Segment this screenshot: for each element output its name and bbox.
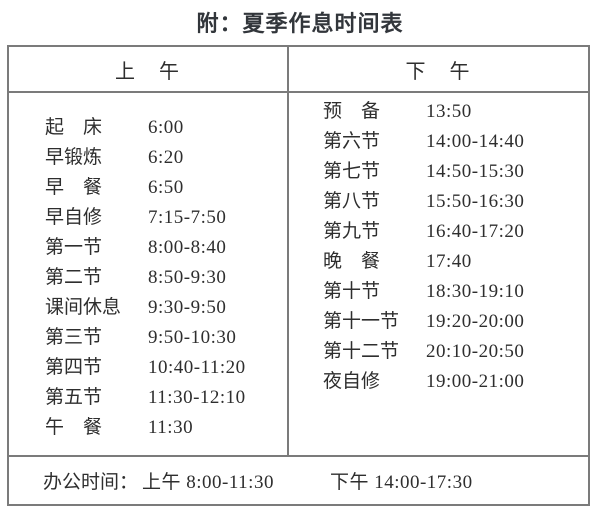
activity-time: 15:50-16:30 xyxy=(426,191,525,212)
activity-time: 14:00-14:40 xyxy=(426,131,525,152)
activity-label: 第六节 xyxy=(323,131,381,152)
afternoon-column: 预 备 13:50 第六节 14:00-14:40 第七节 14:50-15:30 第… xyxy=(289,93,588,455)
table-row: 早自修 7:15-7:50 xyxy=(45,203,287,233)
header-afternoon: 下 午 xyxy=(289,47,588,93)
table-row: 午 餐 11:30 xyxy=(45,413,287,443)
office-hours-row: 办公时间： 上午 8:00-11:30 下午 14:00-17:30 xyxy=(9,455,588,504)
activity-time: 8:00-8:40 xyxy=(148,237,227,258)
activity-label: 第四节 xyxy=(45,357,103,378)
activity-label: 早自修 xyxy=(45,207,103,228)
table-row: 第二节 8:50-9:30 xyxy=(45,263,287,293)
table-row: 第十一节 19:20-20:00 xyxy=(323,307,588,337)
activity-time: 7:15-7:50 xyxy=(148,207,227,228)
activity-label: 夜自修 xyxy=(323,371,381,392)
activity-label: 第八节 xyxy=(323,191,381,212)
activity-label: 第十一节 xyxy=(323,311,400,332)
activity-label: 早锻炼 xyxy=(45,147,103,168)
office-hours-morning: 上午 8:00-11:30 xyxy=(142,472,274,493)
table-row: 第十二节 20:10-20:50 xyxy=(323,337,588,367)
activity-label: 早 餐 xyxy=(45,177,103,198)
table-row: 第一节 8:00-8:40 xyxy=(45,233,287,263)
activity-label: 起 床 xyxy=(45,117,103,138)
table-row: 第八节 15:50-16:30 xyxy=(323,187,588,217)
activity-label: 第五节 xyxy=(45,387,103,408)
table-row: 第三节 9:50-10:30 xyxy=(45,323,287,353)
table-row: 第九节 16:40-17:20 xyxy=(323,217,588,247)
activity-time: 9:30-9:50 xyxy=(148,297,227,318)
table-row: 第十节 18:30-19:10 xyxy=(323,277,588,307)
activity-time: 6:20 xyxy=(148,147,184,168)
activity-label: 第九节 xyxy=(323,221,381,242)
activity-time: 6:00 xyxy=(148,117,184,138)
activity-label: 预 备 xyxy=(323,101,381,122)
office-hours-label: 办公时间： xyxy=(43,472,139,493)
activity-time: 8:50-9:30 xyxy=(148,267,227,288)
activity-label: 第十节 xyxy=(323,281,381,302)
table-row: 第七节 14:50-15:30 xyxy=(323,157,588,187)
activity-time: 18:30-19:10 xyxy=(426,281,525,302)
activity-time: 13:50 xyxy=(426,101,472,122)
activity-label: 晚 餐 xyxy=(323,251,381,272)
activity-time: 19:20-20:00 xyxy=(426,311,525,332)
activity-label: 课间休息 xyxy=(45,297,122,318)
table-row: 第四节 10:40-11:20 xyxy=(45,353,287,383)
activity-label: 第十二节 xyxy=(323,341,400,362)
table-row: 晚 餐 17:40 xyxy=(323,247,588,277)
activity-time: 19:00-21:00 xyxy=(426,371,525,392)
office-hours-afternoon: 下午 14:00-17:30 xyxy=(329,472,473,493)
activity-label: 午 餐 xyxy=(45,417,103,438)
activity-label: 第一节 xyxy=(45,237,103,258)
activity-label: 第三节 xyxy=(45,327,103,348)
table-row: 夜自修 19:00-21:00 xyxy=(323,367,588,397)
table-row: 起 床 6:00 xyxy=(45,113,287,143)
table-row: 早 餐 6:50 xyxy=(45,173,287,203)
activity-time: 16:40-17:20 xyxy=(426,221,525,242)
page-title: 附：夏季作息时间表 xyxy=(196,11,404,36)
activity-time: 14:50-15:30 xyxy=(426,161,525,182)
activity-label: 第七节 xyxy=(323,161,381,182)
schedule-table: 上 午 下 午 起 床 6:00 早锻炼 6:20 早 餐 6:50 早自修 7:15-… xyxy=(7,45,590,506)
activity-time: 11:30-12:10 xyxy=(148,387,246,408)
activity-time: 20:10-20:50 xyxy=(426,341,525,362)
table-row: 课间休息 9:30-9:50 xyxy=(45,293,287,323)
table-row: 第五节 11:30-12:10 xyxy=(45,383,287,413)
table-row: 第六节 14:00-14:40 xyxy=(323,127,588,157)
activity-time: 9:50-10:30 xyxy=(148,327,237,348)
activity-label: 第二节 xyxy=(45,267,103,288)
activity-time: 6:50 xyxy=(148,177,184,198)
table-row: 预 备 13:50 xyxy=(323,97,588,127)
activity-time: 10:40-11:20 xyxy=(148,357,246,378)
activity-time: 11:30 xyxy=(148,417,194,438)
morning-column: 起 床 6:00 早锻炼 6:20 早 餐 6:50 早自修 7:15-7:50 第一节… xyxy=(9,93,289,455)
header-morning: 上 午 xyxy=(9,47,289,93)
activity-time: 17:40 xyxy=(426,251,472,272)
table-row: 早锻炼 6:20 xyxy=(45,143,287,173)
